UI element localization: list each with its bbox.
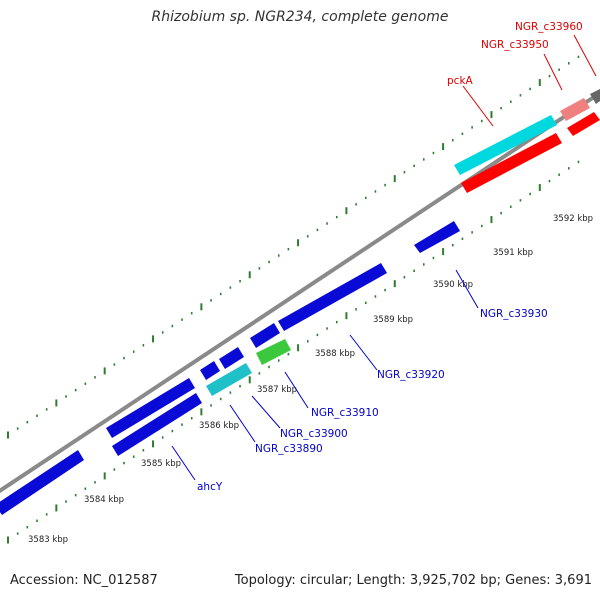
leader-line: [251, 395, 281, 429]
leader-line: [455, 269, 479, 309]
gene-arrow-red[interactable]: [567, 112, 600, 136]
gene-arrow-blue[interactable]: [200, 361, 220, 380]
leader-line: [462, 85, 494, 127]
gene-label-ngr-c33950[interactable]: NGR_c33950: [481, 39, 549, 51]
gene-label-ngr-c33890[interactable]: NGR_c33890: [255, 443, 323, 455]
gene-arrow-blue[interactable]: [219, 347, 244, 369]
kbp-label: 3583 kbp: [28, 535, 68, 545]
gene-arrow-cyan[interactable]: [206, 363, 252, 396]
kbp-labels: 3583 kbp 3584 kbp 3585 kbp 3586 kbp 3587…: [28, 214, 593, 545]
leader-line: [171, 445, 196, 481]
gene-arrow-red[interactable]: [461, 133, 562, 193]
leader-lines: [171, 34, 597, 481]
kbp-label: 3588 kbp: [315, 349, 355, 359]
gene-label-ngr-c33900[interactable]: NGR_c33900: [280, 428, 348, 440]
gene-label-ngr-c33910[interactable]: NGR_c33910: [311, 407, 379, 419]
kbp-label: 3587 kbp: [257, 385, 297, 395]
kbp-label: 3592 kbp: [553, 214, 593, 224]
gene-arrow-cyan[interactable]: [454, 115, 557, 175]
kbp-label: 3585 kbp: [141, 459, 181, 469]
genome-title: Rhizobium sp. NGR234, complete genome: [151, 9, 449, 25]
gene-arrow-blue[interactable]: [112, 393, 202, 456]
gene-label-ngr-c33960[interactable]: NGR_c33960: [515, 21, 583, 33]
gene-label-ngr-c33920[interactable]: NGR_c33920: [377, 369, 445, 381]
genome-backbone: [0, 91, 600, 494]
leader-line: [229, 404, 256, 443]
gene-arrow-blue[interactable]: [0, 450, 84, 515]
kbp-label: 3591 kbp: [493, 248, 533, 258]
gene-arrow-green[interactable]: [256, 339, 291, 365]
leader-line: [284, 371, 309, 409]
tick-marks: [7, 55, 580, 544]
gene-arrow-blue[interactable]: [250, 323, 280, 348]
leader-line: [349, 334, 378, 371]
kbp-label: 3589 kbp: [373, 315, 413, 325]
gene-labels: ahcY NGR_c33890 NGR_c33900 NGR_c33910 NG…: [197, 21, 583, 493]
leader-line: [543, 53, 563, 91]
kbp-label: 3590 kbp: [433, 280, 473, 290]
gene-label-ahcY[interactable]: ahcY: [197, 481, 223, 493]
accession-text: Accession: NC_012587: [10, 573, 158, 588]
gene-arrow-blue[interactable]: [278, 263, 387, 331]
gene-arrow-blue[interactable]: [106, 378, 195, 438]
gene-label-pckA[interactable]: pckA: [447, 75, 474, 87]
leader-line: [573, 34, 597, 77]
genome-summary-text: Topology: circular; Length: 3,925,702 bp…: [234, 573, 592, 588]
gene-arrow-pink[interactable]: [560, 98, 590, 121]
kbp-label: 3586 kbp: [199, 421, 239, 431]
gene-arrow-blue[interactable]: [414, 221, 460, 253]
gene-arrow-gray[interactable]: [590, 89, 600, 104]
gene-label-ngr-c33930[interactable]: NGR_c33930: [480, 308, 548, 320]
kbp-label: 3584 kbp: [84, 495, 124, 505]
